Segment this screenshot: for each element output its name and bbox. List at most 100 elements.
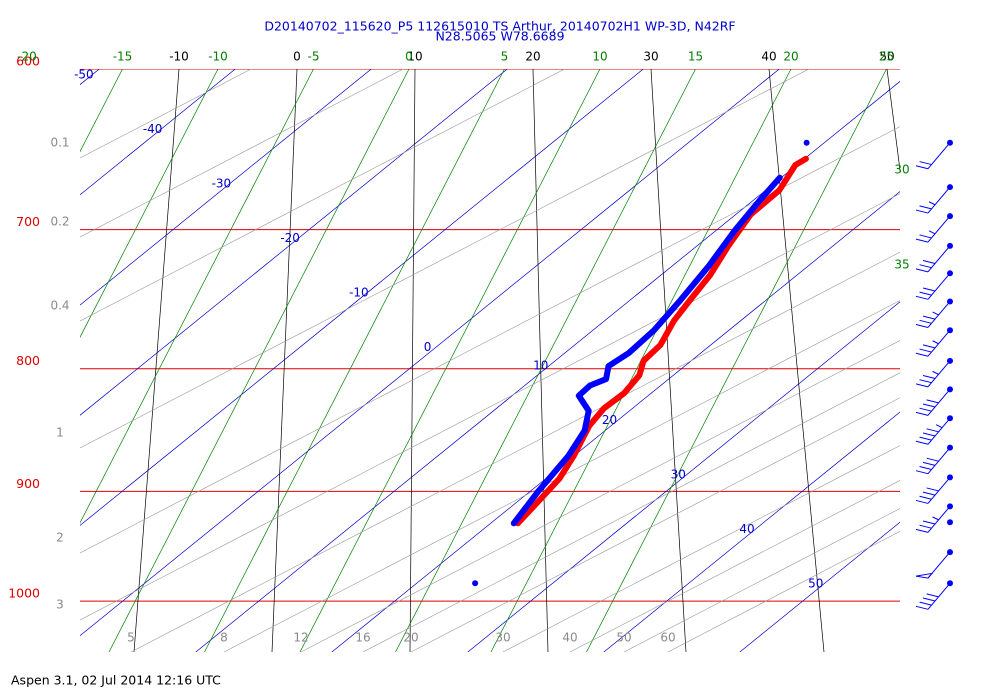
wind-feather — [915, 352, 929, 357]
wind-barb — [915, 580, 953, 610]
wind-feather — [922, 461, 936, 466]
wind-barb — [915, 503, 953, 533]
gray-line — [362, 372, 900, 652]
black-line-label: 20 — [525, 50, 540, 64]
wind-feather — [919, 524, 932, 529]
isotherm-line — [603, 411, 900, 652]
gray-line — [623, 508, 900, 652]
wind-feather — [926, 399, 939, 404]
isotherm-label: 20 — [602, 413, 617, 427]
sounding-line — [514, 155, 809, 527]
wind-feather — [922, 403, 936, 408]
wind-feather — [922, 260, 936, 265]
wind-feather — [915, 470, 929, 475]
isotherm-label: -40 — [143, 122, 163, 136]
gray-line — [300, 340, 900, 652]
wind-feather — [915, 323, 929, 328]
isotherm-line — [80, 69, 236, 196]
gray-left-label: 1 — [56, 426, 64, 440]
chart-subtitle: N28.5065 W78.6689 — [435, 29, 564, 44]
wind-barb — [947, 519, 953, 526]
wind-feather — [926, 487, 939, 492]
wind-barb — [915, 327, 953, 357]
wind-feather — [915, 238, 929, 243]
wind-stem — [927, 272, 951, 300]
black-line — [532, 69, 549, 652]
wind-barb — [915, 386, 953, 416]
wind-barb — [915, 139, 953, 170]
black-line-label: 0 — [293, 50, 301, 64]
wind-pennant — [915, 572, 934, 579]
wind-feather — [915, 165, 929, 170]
wind-dot — [947, 519, 953, 526]
wind-barb — [915, 474, 953, 504]
chart-title: D20140702_115620_P5 112615010 TS Arthur,… — [264, 19, 735, 34]
isotherm-label: 10 — [533, 359, 548, 373]
wind-feather — [935, 424, 943, 429]
gray-line — [569, 480, 900, 652]
green-line-label: 5 — [501, 50, 509, 64]
wind-feather — [915, 295, 929, 300]
wind-feather — [919, 264, 932, 269]
wind-feather — [919, 466, 932, 470]
black-line — [650, 69, 687, 652]
gray-left-label: 3 — [56, 598, 64, 612]
wind-feather — [919, 205, 932, 210]
gray-line — [80, 69, 566, 322]
wind-barb — [915, 549, 953, 579]
isotherm-label: -30 — [212, 177, 232, 191]
gray-bottom-label: 50 — [616, 631, 631, 645]
green-line-label: -20 — [17, 50, 37, 64]
wind-feather — [922, 491, 936, 496]
wind-barb — [915, 357, 953, 388]
green-line — [80, 69, 314, 524]
gray-bottom-label: 20 — [403, 631, 418, 645]
isotherm-line — [80, 69, 644, 526]
wind-feather — [932, 516, 939, 521]
gray-line — [223, 300, 900, 652]
green-line-label: 15 — [688, 50, 703, 64]
gray-line — [502, 445, 900, 652]
black-line-label: 10 — [407, 50, 422, 64]
black-line-label: 30 — [643, 50, 658, 64]
wind-feather — [922, 597, 936, 602]
wind-feather — [919, 601, 932, 606]
green-line — [586, 69, 887, 652]
wind-barb — [915, 213, 953, 243]
isotherm-label: 50 — [808, 577, 823, 591]
gray-left-label: 0.2 — [50, 215, 69, 229]
wind-feather — [915, 605, 929, 610]
black-line — [271, 69, 298, 652]
footer: Aspen 3.1, 02 Jul 2014 12:16 UTC — [11, 673, 221, 688]
isotherm-line — [739, 521, 900, 652]
green-line-label: -15 — [113, 50, 133, 64]
gray-line — [80, 193, 900, 621]
pressure-label: 900 — [16, 476, 40, 491]
wind-feather — [915, 411, 929, 416]
data-layer — [472, 139, 953, 610]
gray-bottom-label: 40 — [562, 631, 577, 645]
gray-left-label: 0.1 — [50, 136, 69, 150]
wind-feather — [915, 499, 929, 504]
wind-stem — [927, 245, 951, 273]
sounding-dot — [803, 139, 810, 146]
isotherm-line — [80, 69, 780, 637]
gray-bottom-label: 5 — [127, 631, 135, 645]
gray-left-label: 2 — [56, 531, 64, 545]
wind-stem — [927, 447, 951, 474]
gray-line — [80, 69, 404, 238]
wind-feather — [915, 383, 929, 388]
gray-line — [410, 397, 900, 652]
wind-feather — [932, 311, 939, 316]
black-line-label: 40 — [761, 50, 776, 64]
pressure-label: 1000 — [8, 586, 40, 601]
wind-feather — [919, 291, 932, 296]
gray-line — [130, 251, 900, 652]
wind-stem — [927, 582, 951, 610]
gray-bottom-label: 16 — [355, 631, 370, 645]
isotherm-line — [467, 301, 900, 652]
gray-line — [80, 69, 810, 449]
wind-feather — [926, 593, 939, 598]
grid — [80, 69, 900, 652]
